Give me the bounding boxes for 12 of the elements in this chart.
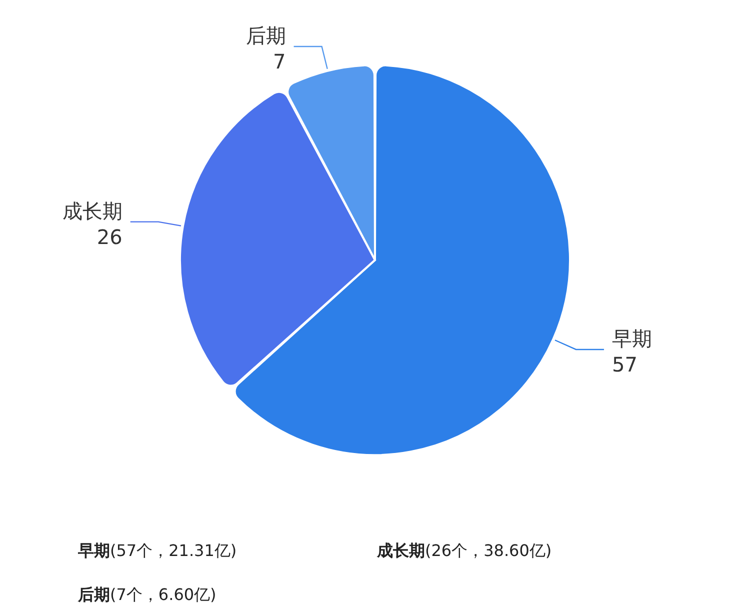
data-label: 57 <box>612 352 638 376</box>
data-label: 7 <box>273 50 286 74</box>
category-label: 成长期 <box>377 541 425 560</box>
data-label: 26 <box>96 224 122 249</box>
category-label: 早期 <box>78 541 110 560</box>
slice-label: 成长期 <box>62 198 122 223</box>
text: (57个，21.31亿) <box>110 541 237 560</box>
category-label: 后期 <box>78 585 110 604</box>
text: (26个，38.60亿) <box>425 541 552 560</box>
slice-label: 早期 <box>612 326 652 350</box>
text: (7个，6.60亿) <box>110 585 216 604</box>
slice-label: 后期 <box>246 24 286 48</box>
